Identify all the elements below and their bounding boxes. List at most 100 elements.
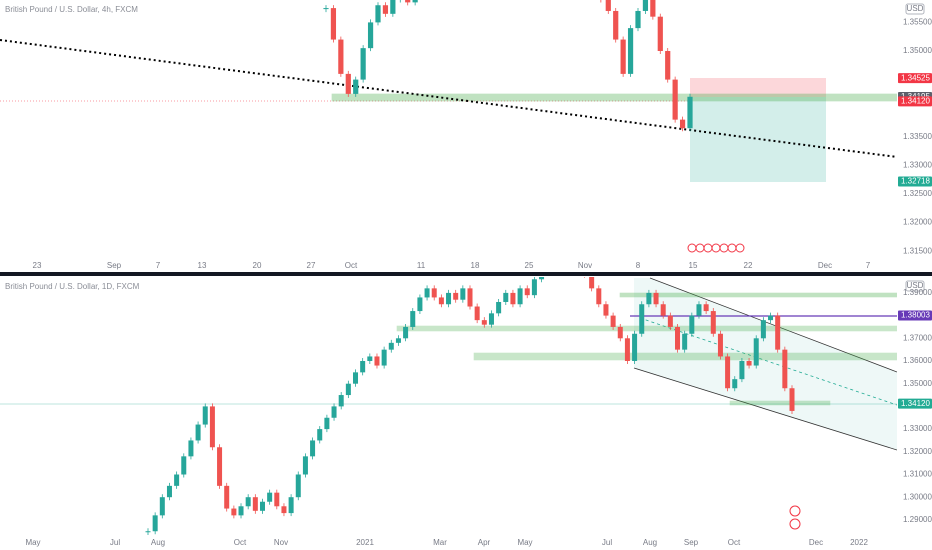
- time-label: Jul: [602, 538, 612, 547]
- candle: [624, 338, 630, 361]
- currency-box[interactable]: [905, 3, 925, 15]
- candle: [510, 292, 516, 305]
- candle: [245, 497, 251, 507]
- price-tick-label: 1.33000: [903, 424, 932, 433]
- candle: [546, 252, 551, 263]
- price-tag: [898, 73, 932, 84]
- candle: [410, 311, 416, 327]
- candle: [431, 288, 437, 298]
- candle: [375, 5, 381, 23]
- candle: [152, 515, 158, 532]
- candle: [703, 304, 709, 312]
- price-tick-label: 1.32000: [903, 218, 932, 227]
- candle: [689, 315, 695, 334]
- candle: [531, 279, 537, 296]
- time-label: 2022: [850, 538, 868, 547]
- currency[interactable]: USD: [907, 4, 924, 13]
- candle: [627, 28, 634, 74]
- candle: [782, 349, 788, 389]
- price-tag: [898, 96, 932, 107]
- zone: [396, 325, 897, 332]
- time-label: Mar: [433, 538, 447, 547]
- time-label: Jul: [110, 538, 120, 547]
- candle: [496, 301, 502, 314]
- price-tick-label: 1.35500: [903, 18, 932, 27]
- time-label: Aug: [643, 538, 657, 547]
- candle: [672, 79, 678, 120]
- time-label: Nov: [578, 261, 592, 270]
- price-tick-label: 1.33500: [903, 132, 932, 141]
- candle: [617, 326, 623, 339]
- chart-title: British Pound / U.S. Dollar, 4h, FXCM: [5, 5, 138, 14]
- zone: [729, 400, 831, 406]
- time-label: 27: [307, 261, 316, 270]
- candle: [274, 492, 280, 507]
- candle: [732, 379, 738, 389]
- time-label: 18: [471, 261, 480, 270]
- price-tag-label: 1.38003: [901, 311, 930, 320]
- candle: [589, 277, 595, 289]
- candles: [145, 243, 795, 535]
- candle: [760, 320, 766, 339]
- currency-box[interactable]: [905, 280, 925, 292]
- candle: [503, 292, 509, 302]
- candle: [259, 501, 265, 511]
- candle: [605, 0, 611, 11]
- candle: [446, 292, 452, 305]
- candle: [639, 304, 645, 334]
- candle: [789, 388, 795, 411]
- candle: [561, 243, 566, 248]
- candle: [310, 440, 316, 457]
- candle: [238, 506, 244, 516]
- time-label: 7: [156, 261, 161, 270]
- candle: [746, 361, 752, 366]
- candle: [675, 326, 681, 350]
- candle: [775, 315, 781, 350]
- candle: [159, 497, 165, 516]
- candle: [345, 383, 351, 396]
- candle: [687, 96, 693, 129]
- time-label: Sep: [684, 538, 699, 547]
- candle: [460, 288, 466, 300]
- channel-fill: [634, 278, 897, 450]
- candle: [620, 39, 626, 74]
- candle: [174, 474, 180, 486]
- price-tag: [898, 310, 932, 321]
- time-label: Apr: [478, 538, 491, 547]
- currency[interactable]: USD: [907, 281, 924, 290]
- stop-zone: [690, 78, 826, 97]
- candle: [405, 0, 411, 3]
- time-label: 13: [198, 261, 207, 270]
- candle: [660, 304, 666, 316]
- time-label: Oct: [345, 261, 358, 270]
- price-tick-label: 1.31000: [903, 470, 932, 479]
- time-label: May: [517, 538, 532, 547]
- candle: [650, 0, 656, 17]
- candle: [338, 395, 344, 407]
- candle: [202, 406, 208, 425]
- time-label: Sep: [107, 261, 122, 270]
- candle: [682, 333, 688, 350]
- price-tag-label: 1.32718: [901, 177, 930, 186]
- candle: [488, 313, 494, 325]
- price-tag-label: 1.34120: [901, 399, 930, 408]
- channel-bottom: [633, 367, 897, 451]
- price-tick-label: 1.31500: [903, 246, 932, 255]
- candle: [517, 288, 523, 305]
- candle: [317, 429, 323, 441]
- candle: [667, 315, 673, 327]
- candle: [553, 248, 558, 253]
- time-label: 25: [525, 261, 534, 270]
- time-label: May: [25, 538, 40, 547]
- candle: [181, 456, 187, 475]
- time-label: Aug: [151, 538, 165, 547]
- candle: [575, 248, 580, 259]
- candle: [596, 288, 602, 305]
- candle: [252, 497, 258, 511]
- candle: [382, 5, 389, 14]
- time-label: Oct: [234, 538, 247, 547]
- candle: [710, 311, 716, 334]
- candle: [642, 0, 649, 11]
- price-tick-label: 1.37000: [903, 333, 932, 342]
